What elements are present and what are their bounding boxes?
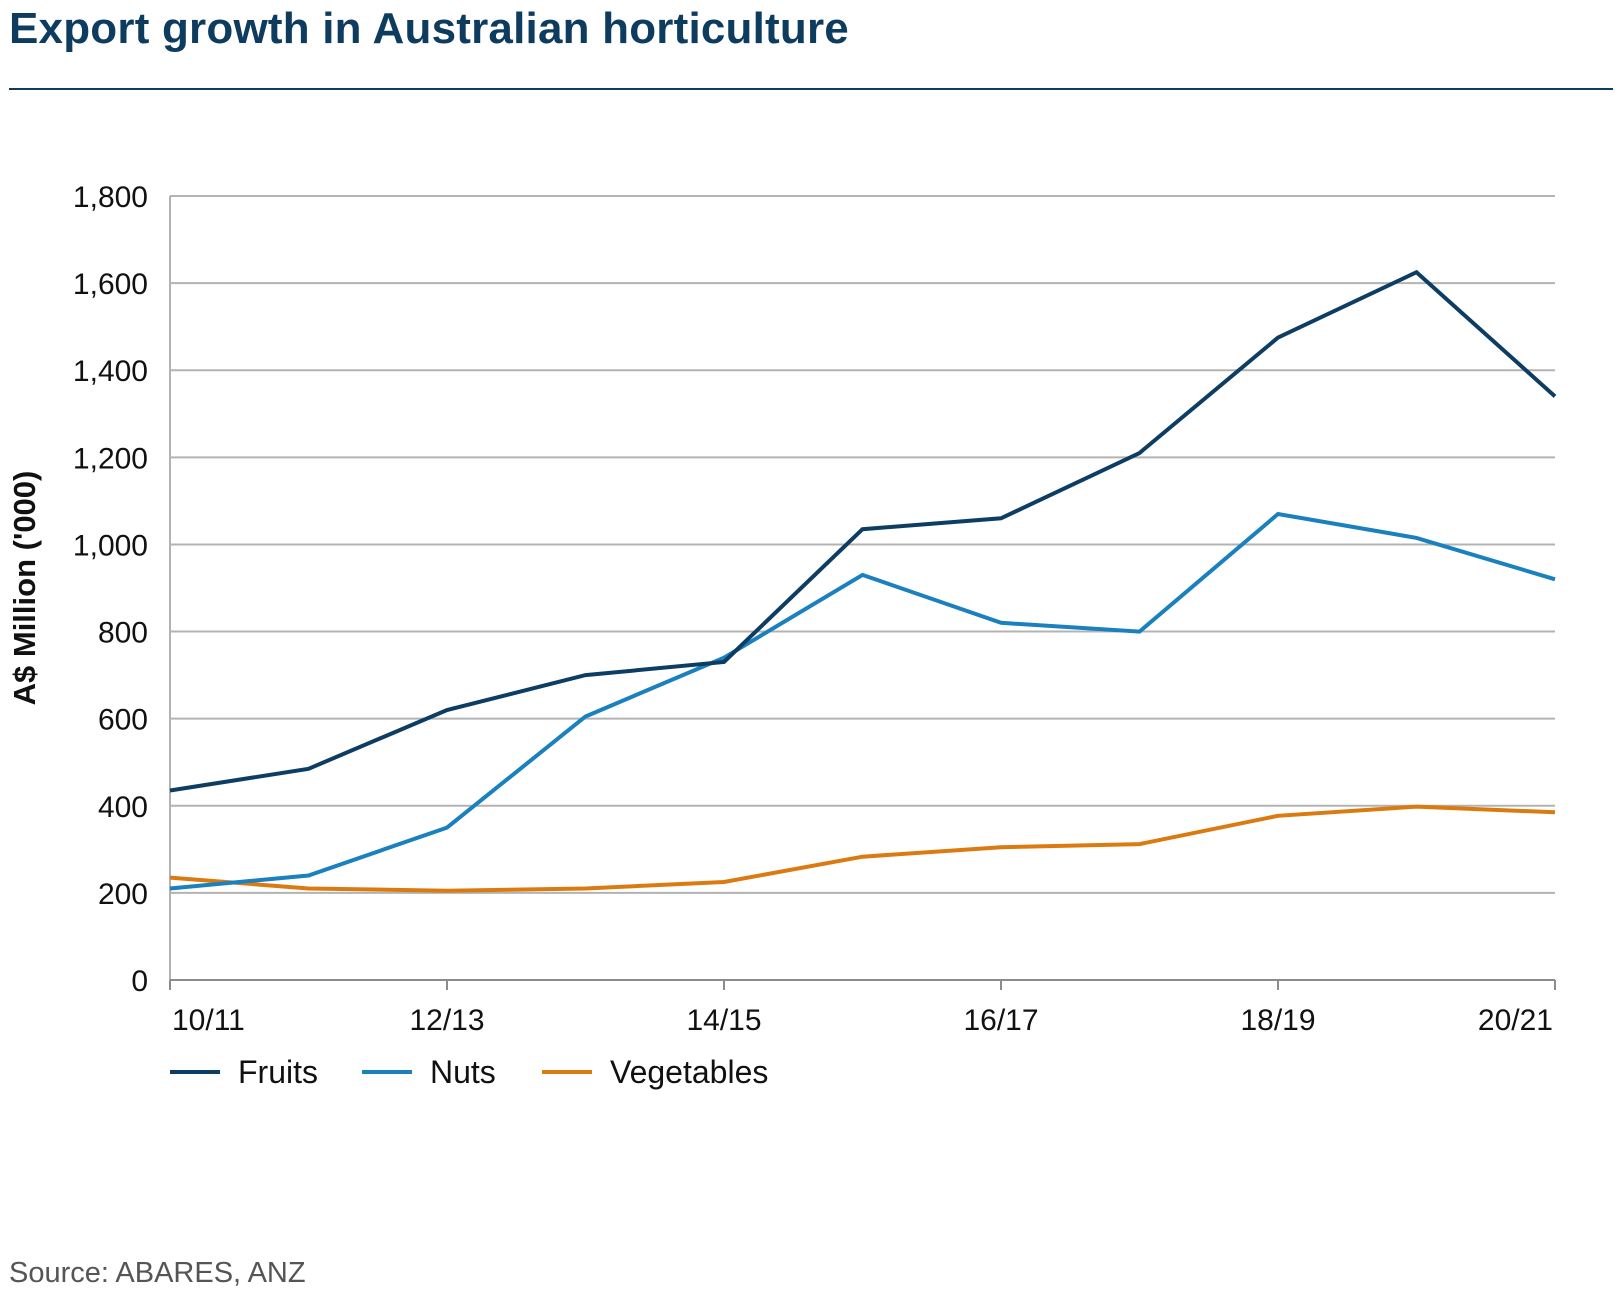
- x-tick-label: 16/17: [963, 1004, 1038, 1037]
- y-tick-label: 1,800: [73, 181, 148, 214]
- y-axis-label: A$ Million ('000): [7, 471, 42, 706]
- line-chart: 0 200 400 600 800 1,000 1,200 1,400 1,600 1,800 1…: [7, 181, 1557, 1090]
- y-tick-label: 1,400: [73, 355, 148, 388]
- x-tick-labels: 10/11 12/13 14/15 16/17 18/19 20/21: [172, 1004, 1553, 1037]
- legend-label-fruits: Fruits: [238, 1054, 318, 1090]
- series-line-nuts: [169, 511, 1556, 891]
- y-tick-label: 0: [131, 965, 148, 998]
- y-tick-label: 800: [98, 617, 148, 650]
- grid-lines: [170, 195, 1555, 894]
- legend: Fruits Nuts Vegetables: [170, 1054, 768, 1090]
- y-tick-label: 200: [98, 878, 148, 911]
- x-tick-label: 14/15: [686, 1004, 761, 1037]
- source-note: Source: ABARES, ANZ: [9, 1257, 306, 1289]
- legend-label-vegetables: Vegetables: [610, 1054, 768, 1090]
- y-tick-label: 1,200: [73, 442, 148, 475]
- axes: [169, 196, 1556, 990]
- series-line-fruits: [169, 269, 1557, 793]
- x-tick-label: 12/13: [409, 1004, 484, 1037]
- y-tick-label: 600: [98, 704, 148, 737]
- title-divider: [9, 88, 1613, 90]
- y-tick-label: 1,600: [73, 268, 148, 301]
- x-tick-label: 10/11: [172, 1004, 245, 1037]
- series-line-vegetables: [169, 804, 1556, 893]
- legend-label-nuts: Nuts: [430, 1054, 496, 1090]
- chart-title: Export growth in Australian horticulture: [9, 4, 849, 53]
- x-tick-label: 20/21: [1478, 1004, 1553, 1037]
- y-tick-label: 400: [98, 791, 148, 824]
- y-tick-label: 1,000: [73, 529, 148, 562]
- series-lines: [169, 269, 1557, 893]
- x-tick-label: 18/19: [1240, 1004, 1315, 1037]
- y-tick-labels: 0 200 400 600 800 1,000 1,200 1,400 1,600 1,800: [73, 181, 148, 998]
